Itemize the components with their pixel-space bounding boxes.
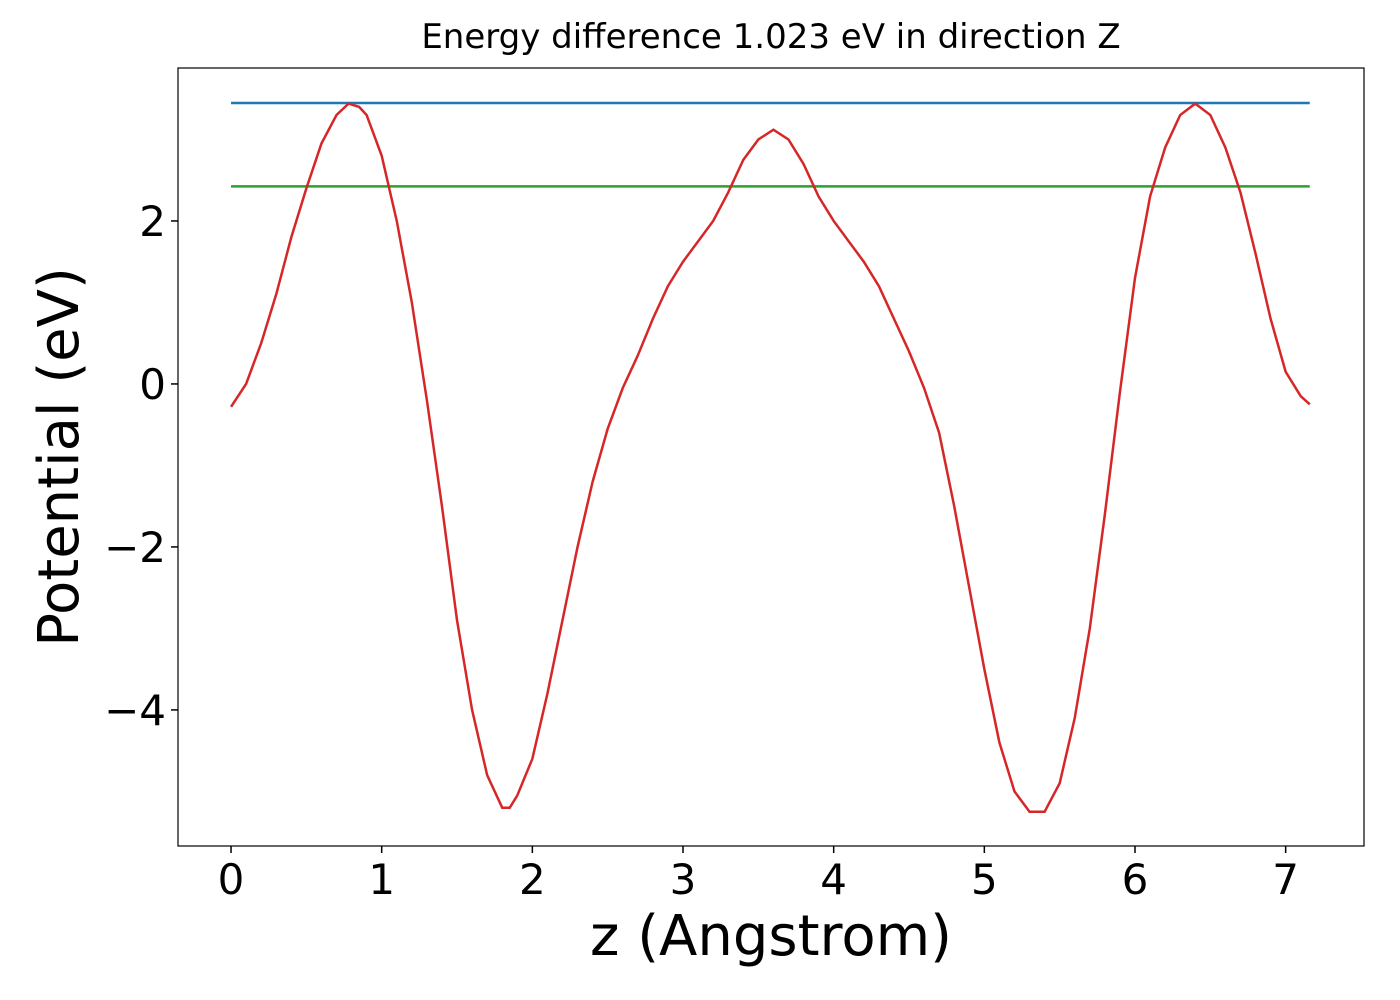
y-tick-label: −4 <box>104 686 166 735</box>
x-tick-label: 3 <box>670 855 697 904</box>
x-tick-label: 5 <box>971 855 998 904</box>
y-tick-label: 2 <box>139 197 166 246</box>
x-tick-label: 4 <box>820 855 847 904</box>
x-tick-label: 6 <box>1122 855 1149 904</box>
data-line <box>229 102 1311 814</box>
chart-title: Energy difference 1.023 eV in direction … <box>421 17 1120 57</box>
plot-frame <box>177 67 1365 847</box>
y-axis-label: Potential (eV) <box>27 267 92 647</box>
x-tick-label: 0 <box>218 855 245 904</box>
x-tick-label: 1 <box>368 855 395 904</box>
y-tick-label: 0 <box>139 360 166 409</box>
y-tick-label: −2 <box>104 523 166 572</box>
x-tick-label: 7 <box>1272 855 1299 904</box>
x-tick-label: 2 <box>519 855 546 904</box>
x-axis-label: z (Angstrom) <box>590 904 952 969</box>
